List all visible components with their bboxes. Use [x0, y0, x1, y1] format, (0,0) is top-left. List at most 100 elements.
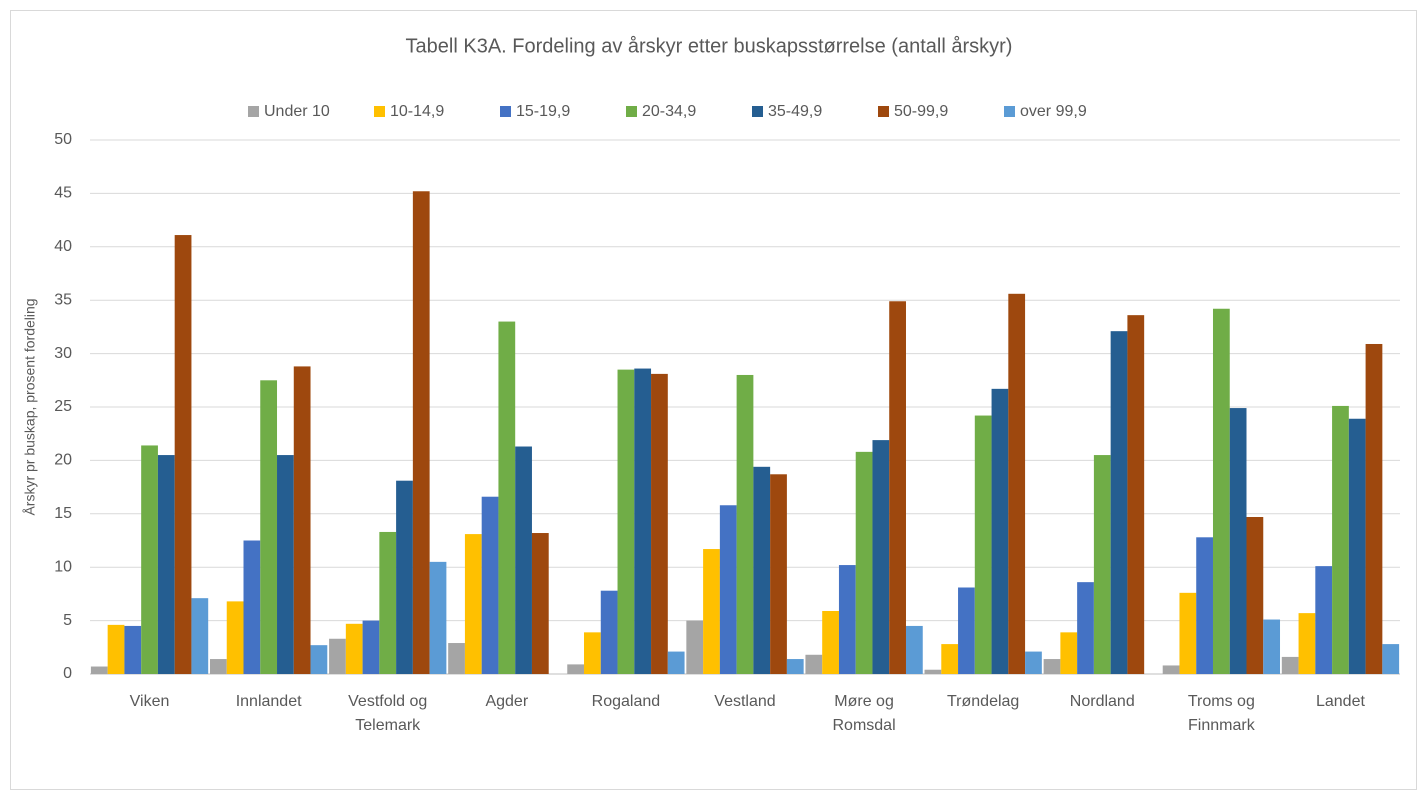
bar: [651, 373, 668, 674]
x-tick-label: Nordland: [1069, 693, 1135, 710]
bar: [1332, 405, 1349, 674]
bar: [498, 321, 516, 674]
bar: [379, 531, 397, 674]
x-tick-label: Landet: [1315, 693, 1365, 710]
bar: [396, 480, 413, 674]
bar: [1127, 315, 1145, 674]
bar: [141, 445, 158, 674]
legend-swatch: [1004, 106, 1015, 117]
bar: [310, 645, 328, 674]
bar: [905, 625, 923, 674]
bar: [719, 505, 737, 674]
bar: [531, 533, 549, 674]
bar: [584, 632, 601, 674]
bar: [786, 659, 804, 674]
chart-title: Tabell K3A. Fordeling av årskyr etter bu…: [406, 35, 1013, 57]
bar: [329, 638, 346, 674]
bar: [515, 446, 532, 674]
bar: [1382, 644, 1400, 674]
bar: [209, 659, 227, 674]
legend-swatch: [626, 106, 637, 117]
bar: [991, 388, 1009, 674]
bar: [1110, 331, 1128, 674]
bar: [872, 440, 890, 674]
legend-swatch: [374, 106, 385, 117]
bar: [1077, 582, 1094, 674]
bar: [958, 587, 975, 674]
x-tick-label: Troms og Finnmark: [1187, 693, 1255, 734]
legend-label: 20-34,9: [642, 103, 696, 120]
bar: [855, 451, 873, 674]
bar: [1315, 566, 1333, 674]
bar: [1179, 592, 1197, 674]
bar: [889, 301, 906, 674]
bar: [753, 466, 771, 674]
bar: [362, 620, 380, 674]
legend-swatch: [248, 106, 259, 117]
bar: [838, 565, 856, 674]
bar: [191, 598, 209, 674]
y-tick-label: 15: [54, 505, 72, 522]
x-tick-label: Møre og Romsdal: [832, 693, 896, 734]
y-tick-label: 25: [54, 398, 72, 415]
bar: [634, 368, 652, 674]
bar: [1162, 665, 1180, 674]
x-tick-label: Trøndelag: [947, 693, 1020, 710]
legend-label: 10-14,9: [390, 103, 444, 120]
bar: [736, 374, 754, 674]
bar: [770, 474, 787, 674]
bar: [600, 590, 618, 674]
x-tick-label: Rogaland: [591, 693, 661, 710]
y-tick-label: 40: [54, 238, 72, 255]
legend-swatch: [752, 106, 763, 117]
bar: [157, 455, 175, 674]
bar: [1043, 659, 1061, 674]
bar: [1060, 632, 1078, 674]
bar: [243, 540, 261, 674]
legend-label: Under 10: [264, 103, 330, 120]
bar: [226, 601, 244, 674]
bar: [107, 624, 125, 674]
bar: [293, 366, 311, 674]
bar: [1365, 343, 1383, 674]
bar: [448, 643, 465, 674]
bar: [1246, 517, 1264, 674]
x-tick-label: Agder: [485, 693, 529, 710]
bar: [124, 625, 142, 674]
bar: [805, 654, 823, 674]
legend-label: 35-49,9: [768, 103, 822, 120]
x-tick-label: Vestfold og Telemark: [348, 693, 428, 734]
y-axis-label: Årskyr pr buskap, prosent fordeling: [22, 298, 38, 515]
bar: [567, 664, 585, 674]
bar: [412, 191, 430, 674]
y-tick-label: 20: [54, 452, 72, 469]
bar: [941, 644, 959, 674]
y-tick-label: 30: [54, 345, 72, 362]
bar: [617, 369, 635, 674]
bar: [174, 235, 192, 674]
bar: [686, 620, 704, 674]
bar: [822, 610, 839, 674]
y-tick-label: 45: [54, 185, 72, 202]
legend-swatch: [878, 106, 889, 117]
bar: [703, 549, 720, 674]
bar: [429, 561, 447, 674]
x-tick-label: Vestland: [714, 693, 776, 710]
bar: [481, 496, 499, 674]
bar: [1281, 656, 1299, 674]
bar: [345, 623, 363, 674]
bar: [974, 415, 992, 674]
x-tick-label: Innlandet: [235, 693, 302, 710]
x-tick-label: Viken: [129, 693, 170, 710]
bar: [667, 651, 685, 674]
y-tick-label: 35: [54, 291, 72, 308]
bar: [464, 534, 482, 674]
bar: [924, 669, 942, 674]
bar: [277, 455, 294, 674]
bar: [1093, 455, 1111, 674]
legend-label: over 99,9: [1020, 103, 1087, 120]
y-tick-label: 10: [54, 558, 72, 575]
bar: [90, 666, 108, 674]
